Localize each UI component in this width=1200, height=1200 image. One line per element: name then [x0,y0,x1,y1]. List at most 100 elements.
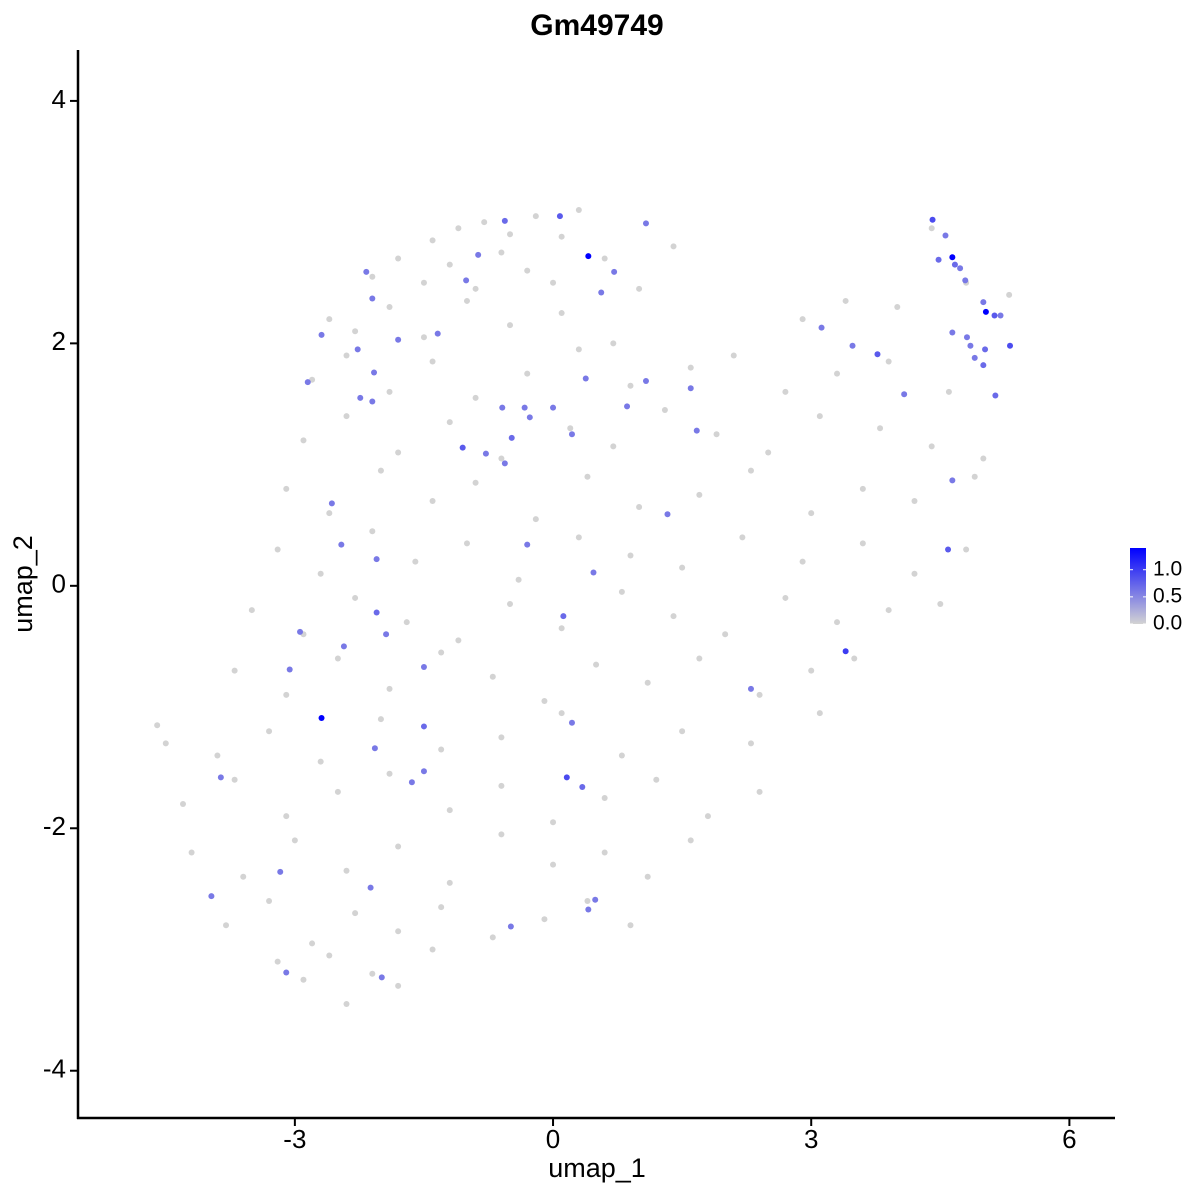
point [945,546,952,553]
y-tick-label: 0 [52,569,66,599]
point [982,346,989,353]
point [369,398,376,405]
point [679,564,686,571]
point [541,697,548,704]
point [782,388,789,395]
point [636,504,643,511]
point [304,379,311,386]
point [508,434,515,441]
point [590,569,597,576]
point [377,716,384,723]
y-tick-label: 2 [52,326,66,356]
point [482,450,489,457]
point [326,316,333,323]
point [208,893,215,900]
point [582,375,589,382]
point [283,813,290,820]
point [524,370,531,377]
point [154,722,161,729]
point [354,346,361,353]
point [696,655,703,662]
x-tick-label: 6 [1062,1124,1076,1154]
point [526,414,533,421]
point [541,916,548,923]
point [928,225,935,232]
point [386,303,393,310]
point [963,334,970,341]
point [971,354,978,361]
point [489,934,496,941]
point [693,427,700,434]
point [563,774,570,781]
point [877,425,884,432]
point [532,213,539,220]
y-axis-label: umap_2 [8,535,38,633]
point [937,601,944,608]
point [434,330,441,337]
point [664,511,671,518]
point [575,346,582,353]
point [942,232,949,239]
point [550,819,557,826]
point [231,667,238,674]
y-tick-label: -4 [43,1054,66,1084]
point [567,425,574,432]
point [568,431,575,438]
point [498,831,505,838]
point [851,655,858,662]
point [624,403,631,410]
point [687,385,694,392]
point [248,607,255,614]
point [532,516,539,523]
point [369,273,376,280]
point [556,213,563,220]
point [957,265,964,272]
point [472,285,479,292]
point [357,394,364,401]
point [568,719,575,726]
point [438,649,445,656]
point [352,328,359,335]
point [420,723,427,730]
point [274,546,281,553]
point [642,220,649,227]
point [558,625,565,632]
point [929,216,936,223]
point [618,752,625,759]
point [223,922,230,929]
point [338,541,345,548]
point [515,576,522,583]
point [756,691,763,698]
point [481,219,488,226]
point [472,394,479,401]
point [373,556,380,563]
point [980,299,987,306]
point [696,491,703,498]
point [317,570,324,577]
point [501,217,508,224]
point [627,922,634,929]
point [653,776,660,783]
point [601,255,608,262]
point [499,404,506,411]
point [446,807,453,814]
point [636,285,643,292]
point [378,974,385,981]
point [300,437,307,444]
point [334,655,341,662]
point [808,667,815,674]
point [326,952,333,959]
colorbar-label: 0.0 [1153,612,1182,635]
point [593,661,600,668]
point [842,297,849,304]
point [579,784,586,791]
point [438,746,445,753]
point [670,243,677,250]
point [799,316,806,323]
point [369,528,376,535]
point [747,467,754,474]
point [395,843,402,850]
point [521,404,528,411]
point [429,358,436,365]
point [962,277,969,284]
